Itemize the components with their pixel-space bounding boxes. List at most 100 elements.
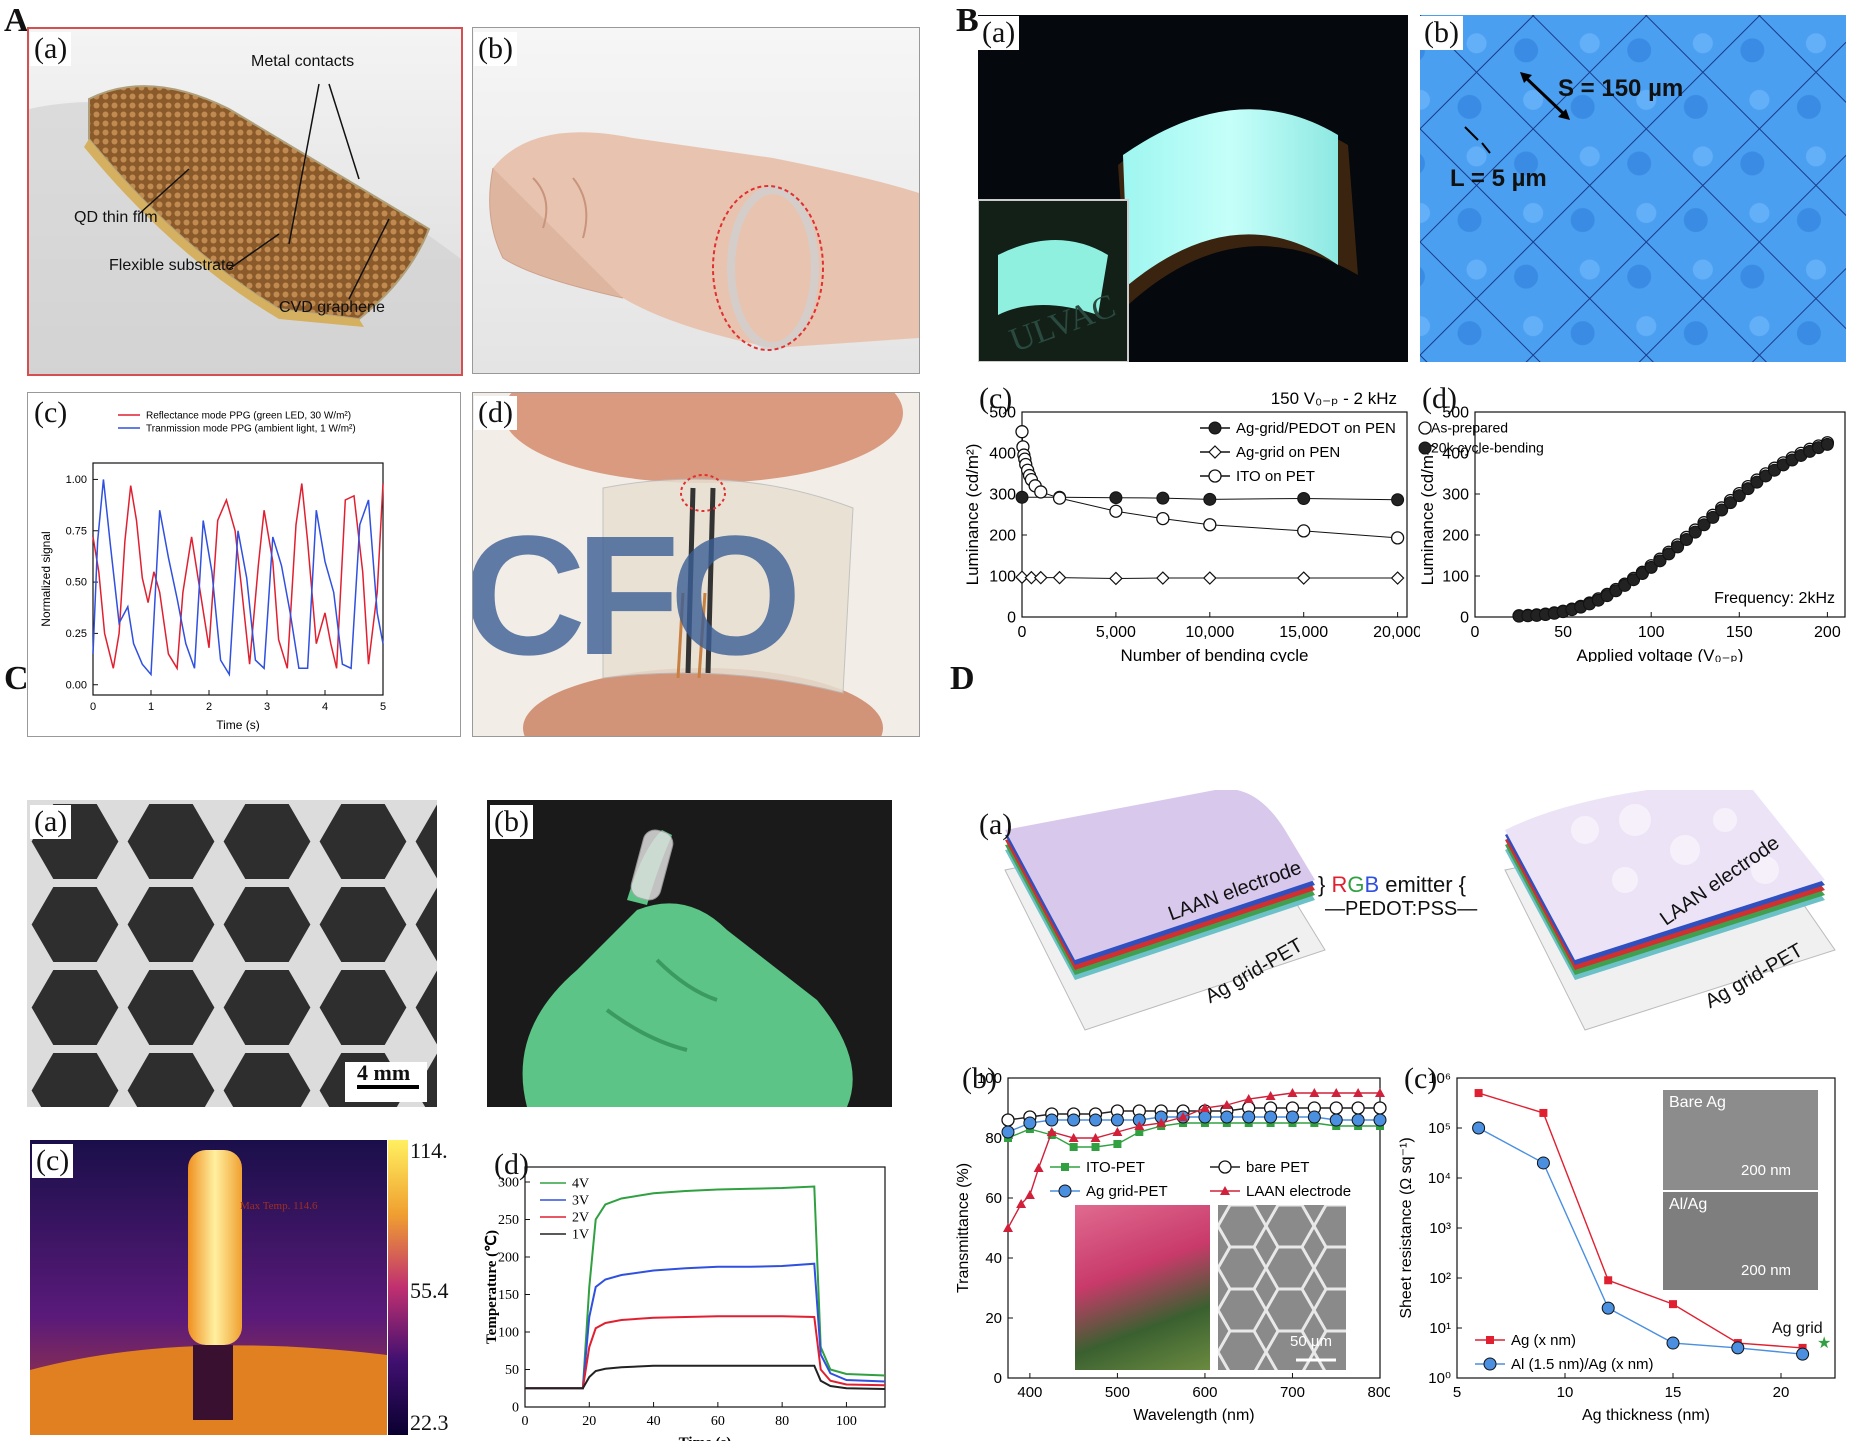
data-point	[1604, 1276, 1613, 1285]
data-point	[1033, 570, 1048, 585]
data-point	[1731, 1341, 1745, 1355]
panel-a-b-wrist-photo	[472, 27, 920, 374]
y-tick-label: 0.75	[66, 525, 87, 537]
x-tick-label: 100	[836, 1414, 857, 1429]
data-point	[1221, 1100, 1232, 1109]
x-axis-label: Ag thickness (nm)	[1582, 1407, 1710, 1424]
data-point	[1309, 1088, 1320, 1097]
data-point: ★	[1817, 1335, 1831, 1352]
legend-marker	[1208, 421, 1222, 435]
data-point	[1001, 1113, 1015, 1127]
data-point	[1178, 1112, 1189, 1121]
data-point	[1067, 1113, 1081, 1127]
data-point	[1199, 1103, 1210, 1112]
panel-label-c-b: (b)	[490, 805, 533, 839]
x-tick-label: 600	[1192, 1384, 1217, 1401]
section-label-b: B	[956, 2, 979, 39]
legend-label: bare PET	[1246, 1159, 1309, 1176]
data-point	[1472, 1121, 1486, 1135]
flat-device	[1004, 790, 1326, 1031]
legend-marker	[1208, 445, 1222, 459]
label-qd-thin-film: QD thin film	[74, 209, 158, 226]
data-point	[1068, 1133, 1079, 1142]
colorbar-mid: 55.4	[410, 1278, 449, 1303]
panel-label-d-a: (a)	[979, 808, 1013, 841]
section-label-c: C	[4, 660, 29, 697]
x-axis-label: Wavelength (nm)	[1133, 1407, 1254, 1424]
data-point	[1109, 571, 1123, 586]
x-tick-label: 20	[582, 1414, 596, 1429]
data-point	[1662, 547, 1676, 561]
legend-label: ITO on PET	[1236, 468, 1315, 485]
data-point	[1329, 1113, 1343, 1127]
legend-label: 1V	[572, 1228, 589, 1243]
series-line	[525, 1185, 886, 1390]
bare-ag-sem-inset: Bare Ag 200 nm	[1663, 1090, 1818, 1190]
series-line	[92, 483, 384, 671]
data-point	[1034, 485, 1048, 499]
y-tick-label: 500	[1442, 404, 1469, 421]
y-tick-label: 10³	[1429, 1220, 1451, 1237]
alag-scale: 200 nm	[1741, 1262, 1792, 1279]
y-tick-label: 0.00	[66, 679, 87, 691]
x-tick-label: 100	[1638, 624, 1665, 641]
y-tick-label: 40	[985, 1250, 1002, 1267]
y-tick-label: 10⁵	[1428, 1120, 1451, 1137]
x-tick-label: 20,000	[1373, 624, 1420, 641]
flexible-el-lamp-illustration	[978, 109, 1358, 362]
cfo-logo-text: CFO	[472, 501, 802, 691]
y-tick-label: 250	[498, 1213, 519, 1228]
data-point	[1741, 482, 1755, 496]
y-axis-label: Temperature (℃)	[484, 1230, 500, 1344]
data-point	[1285, 1110, 1299, 1124]
sheet-resistance-chart: 5 10 15 20 10⁰ 10¹ 10² 10³ 10⁴ 10⁵ 10⁶ Ag thickness…	[1398, 1070, 1836, 1424]
legend-label: Ag-grid on PEN	[1236, 444, 1340, 461]
data-point	[1796, 1347, 1810, 1361]
y-tick-label: 200	[989, 527, 1016, 544]
x-axis-label: Time (s)	[679, 1435, 732, 1441]
x-tick-label: 4	[322, 701, 328, 713]
data-point	[1297, 524, 1311, 538]
data-point	[1635, 567, 1649, 581]
bending-cycle-chart: 0 5,000 10,000 15,000 20,000 0 100 200 300 400 500…	[963, 389, 1420, 662]
y-tick-label: 20	[985, 1310, 1002, 1327]
legend-marker	[1220, 1186, 1230, 1195]
y-axis-label: Luminance (cd/m²)	[963, 444, 982, 586]
data-point	[1113, 1140, 1122, 1148]
x-tick-label: 500	[1105, 1384, 1130, 1401]
x-tick-label: 5,000	[1096, 624, 1136, 641]
data-point	[1220, 1110, 1234, 1124]
legend-marker	[1061, 1163, 1069, 1171]
data-point	[1715, 503, 1729, 517]
legend-marker	[1418, 441, 1432, 455]
series-line	[525, 1262, 886, 1390]
data-point	[1351, 1101, 1365, 1115]
legend-label: As-prepared	[1431, 420, 1508, 436]
x-axis-label: Time (s)	[216, 718, 260, 732]
x-tick-label: 20	[1773, 1384, 1790, 1401]
legend-label: Al (1.5 nm)/Ag (x nm)	[1511, 1356, 1654, 1373]
data-point	[1390, 571, 1405, 585]
label-metal-contacts: Metal contacts	[251, 53, 355, 70]
data-point	[1706, 510, 1720, 524]
transmittance-chart: 400 500 600 700 800 0 20 40 60 80 100 Wavelength (n…	[955, 1070, 1390, 1424]
scale-bar-50um: 50 µm	[1290, 1333, 1332, 1350]
x-tick-label: 800	[1367, 1384, 1390, 1401]
data-point	[1331, 1088, 1342, 1097]
y-axis-label: Transmittance (%)	[955, 1163, 972, 1293]
data-point	[1474, 1089, 1483, 1098]
colorbar-min: 22.3	[410, 1410, 449, 1435]
data-point	[1015, 425, 1029, 439]
data-point	[1024, 570, 1039, 585]
data-point	[1112, 1127, 1123, 1136]
honeycomb-mesh-illustration	[27, 800, 437, 1107]
panel-label-b-a: (a)	[978, 16, 1020, 50]
voltage-luminance-chart: 0 50 100 150 200 0 100 200 300 400 500 Applied volt…	[1418, 404, 1846, 662]
colorbar-max: 114.	[410, 1138, 448, 1163]
section-label-a: A	[4, 2, 29, 39]
y-tick-label: 50	[505, 1363, 519, 1378]
data-point	[1375, 1088, 1385, 1097]
x-tick-label: 400	[1017, 1384, 1042, 1401]
chart-title: 150 V₀₋ₚ - 2 kHz	[1271, 389, 1397, 408]
data-point	[1264, 1110, 1278, 1124]
